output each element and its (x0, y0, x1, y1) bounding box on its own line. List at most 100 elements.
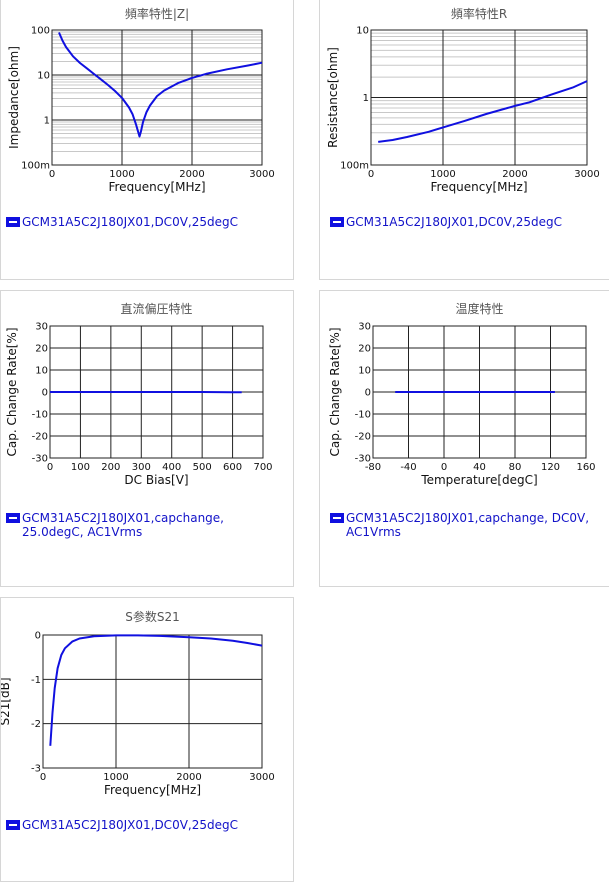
chart-panel-resistance: 頻率特性R 100m 1 10 0 1000 2000 3000 Frequency[MHz] R… (319, 0, 609, 280)
chart-panel-dc-bias: 直流偏圧特性 -30 -20 -10 0 10 20 30 0 100 200 300 400 500 60… (0, 290, 294, 587)
x-tick-label: 40 (473, 462, 486, 473)
legend-line-1: GCM31A5C2J180JX01,capchange, DC0V, (346, 511, 590, 525)
legend-label: GCM31A5C2J180JX01,capchange, DC0V, AC1Vrm… (346, 511, 589, 539)
legend-swatch (6, 513, 20, 523)
plot-border (370, 29, 588, 166)
chart-title: 温度特性 (455, 301, 503, 316)
x-tick-label: 1000 (103, 772, 128, 783)
x-tick-label: 3000 (574, 169, 599, 180)
x-tick-label: 200 (101, 462, 120, 473)
y-tick-label: 10 (358, 366, 371, 377)
legend-swatch (6, 217, 20, 227)
x-tick-label: -40 (400, 462, 416, 473)
legend-impedance[interactable]: GCM31A5C2J180JX01,DC0V,25degC (6, 215, 238, 229)
chart-panel-temperature: 温度特性 -30 -20 -10 0 10 20 30 -80 -40 0 40 80 120 160 Tem… (319, 290, 609, 587)
legend-swatch (330, 217, 344, 227)
y-axis-label: Resistance[ohm] (326, 47, 340, 148)
y-tick-label: 1 (44, 116, 50, 127)
legend-temperature[interactable]: GCM31A5C2J180JX01,capchange, DC0V, AC1Vrm… (330, 511, 589, 539)
y-tick-label: 0 (42, 388, 48, 399)
y-tick-label: 0 (35, 631, 41, 642)
plot-border (372, 325, 587, 459)
y-tick-label: -2 (31, 719, 41, 730)
x-tick-label: 2000 (502, 169, 527, 180)
x-tick-label: 160 (576, 462, 595, 473)
legend-label: GCM31A5C2J180JX01,DC0V,25degC (346, 215, 562, 229)
y-tick-label: 10 (37, 71, 50, 82)
x-tick-label: 80 (509, 462, 522, 473)
x-tick-label: -80 (365, 462, 381, 473)
legend-line-2: 25.0degC, AC1Vrms (22, 525, 143, 539)
y-tick-label: -20 (355, 432, 371, 443)
y-tick-label: 10 (35, 366, 48, 377)
legend-line-2: AC1Vrms (346, 525, 401, 539)
x-tick-label: 600 (223, 462, 242, 473)
x-axis-label: Frequency[MHz] (104, 783, 201, 797)
y-tick-label: -1 (31, 675, 41, 686)
y-axis-label: Cap. Change Rate[%] (5, 327, 19, 456)
x-tick-label: 1000 (430, 169, 455, 180)
x-tick-label: 500 (193, 462, 212, 473)
legend-swatch (330, 513, 344, 523)
plot-border (51, 29, 263, 166)
series-line (378, 80, 588, 143)
y-tick-label: -30 (355, 454, 371, 465)
y-tick-label: -10 (355, 410, 371, 421)
x-tick-label: 2000 (176, 772, 201, 783)
x-tick-label: 0 (368, 169, 374, 180)
chart-s21: S参数S21 -3 -2 -1 0 0 1000 2000 3000 Frequency[MHz]… (1, 609, 275, 797)
legend-resistance[interactable]: GCM31A5C2J180JX01,DC0V,25degC (330, 215, 562, 229)
y-axis-label: Cap. Change Rate[%] (328, 327, 342, 456)
chart-temperature: 温度特性 -30 -20 -10 0 10 20 30 -80 -40 0 40 80 120 160 Tem… (328, 301, 596, 487)
legend-dc-bias[interactable]: GCM31A5C2J180JX01,capchange, 25.0degC, AC… (6, 511, 224, 539)
y-tick-label: 30 (35, 322, 48, 333)
y-tick-label: -10 (32, 410, 48, 421)
y-tick-label: 0 (365, 388, 371, 399)
x-tick-label: 2000 (179, 169, 204, 180)
plot-area (43, 635, 262, 768)
chart-title: 直流偏圧特性 (120, 301, 192, 316)
x-tick-label: 0 (47, 462, 53, 473)
x-axis-label: Temperature[degC] (420, 473, 537, 487)
y-axis-label: S21[dB] (1, 677, 12, 725)
y-tick-label: -30 (32, 454, 48, 465)
x-tick-label: 3000 (249, 772, 274, 783)
legend-label: GCM31A5C2J180JX01,capchange, 25.0degC, AC… (22, 511, 224, 539)
series-line (58, 32, 263, 138)
x-tick-label: 120 (541, 462, 560, 473)
chart-panel-s21: S参数S21 -3 -2 -1 0 0 1000 2000 3000 Frequency[MHz]… (0, 597, 294, 882)
x-axis-label: Frequency[MHz] (108, 180, 205, 194)
y-tick-label: 1 (363, 93, 369, 104)
chart-resistance: 頻率特性R 100m 1 10 0 1000 2000 3000 Frequency[MHz] R… (326, 6, 600, 194)
x-tick-label: 400 (162, 462, 181, 473)
x-axis-label: Frequency[MHz] (430, 180, 527, 194)
legend-s21[interactable]: GCM31A5C2J180JX01,DC0V,25degC (6, 818, 238, 832)
series-line (49, 634, 263, 746)
x-tick-label: 300 (132, 462, 151, 473)
x-tick-label: 100 (71, 462, 90, 473)
y-tick-label: 100 (31, 26, 50, 37)
y-tick-label: 10 (356, 26, 369, 37)
x-tick-label: 700 (253, 462, 272, 473)
x-tick-label: 0 (40, 772, 46, 783)
legend-line-1: GCM31A5C2J180JX01,capchange, (22, 511, 224, 525)
x-tick-label: 0 (49, 169, 55, 180)
y-tick-label: -3 (31, 764, 41, 775)
chart-title: 頻率特性|Z| (125, 6, 189, 21)
legend-label: GCM31A5C2J180JX01,DC0V,25degC (22, 215, 238, 229)
chart-title: S参数S21 (125, 609, 180, 624)
x-tick-label: 0 (441, 462, 447, 473)
y-axis-label: Impedance[ohm] (7, 46, 21, 149)
chart-title: 頻率特性R (451, 6, 507, 21)
x-tick-label: 3000 (249, 169, 274, 180)
y-tick-label: 30 (358, 322, 371, 333)
y-tick-label: 20 (35, 344, 48, 355)
chart-panel-impedance: 頻率特性|Z| 100m 1 10 100 0 1000 2000 3000 Frequency[… (0, 0, 294, 280)
x-tick-label: 1000 (109, 169, 134, 180)
legend-swatch (6, 820, 20, 830)
y-tick-label: 100m (21, 161, 50, 172)
y-tick-label: -20 (32, 432, 48, 443)
y-tick-label: 100m (340, 161, 369, 172)
